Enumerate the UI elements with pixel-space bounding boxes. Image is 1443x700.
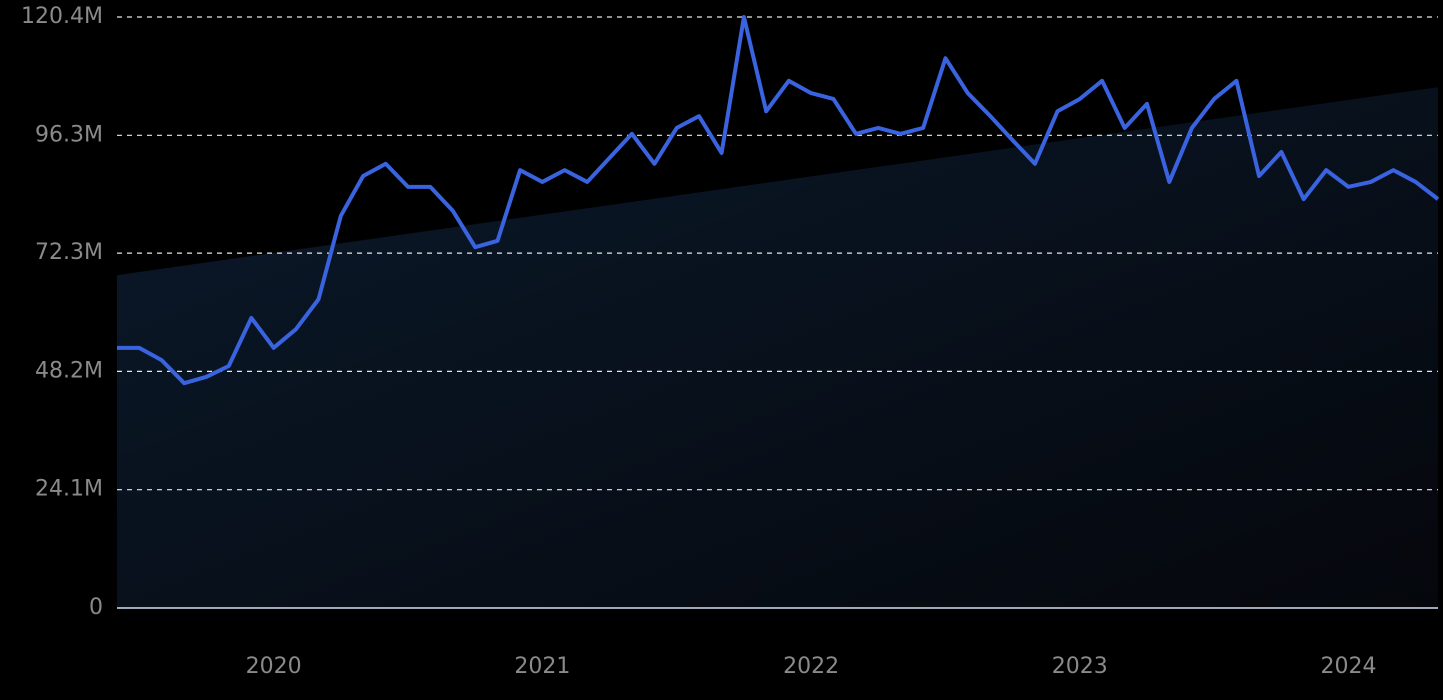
y-tick-label: 0: [89, 595, 103, 620]
x-tick-label: 2024: [1321, 654, 1377, 679]
y-tick-label: 24.1M: [35, 477, 103, 502]
y-tick-label: 120.4M: [21, 4, 103, 29]
data-line: [117, 15, 1440, 386]
y-tick-label: 48.2M: [35, 358, 103, 383]
trend-area: [117, 87, 1438, 608]
x-tick-label: 2020: [246, 654, 302, 679]
y-tick-label: 72.3M: [35, 240, 103, 265]
y-tick-label: 96.3M: [35, 122, 103, 147]
x-tick-label: 2021: [514, 654, 570, 679]
x-tick-label: 2023: [1052, 654, 1108, 679]
x-tick-label: 2022: [783, 654, 839, 679]
